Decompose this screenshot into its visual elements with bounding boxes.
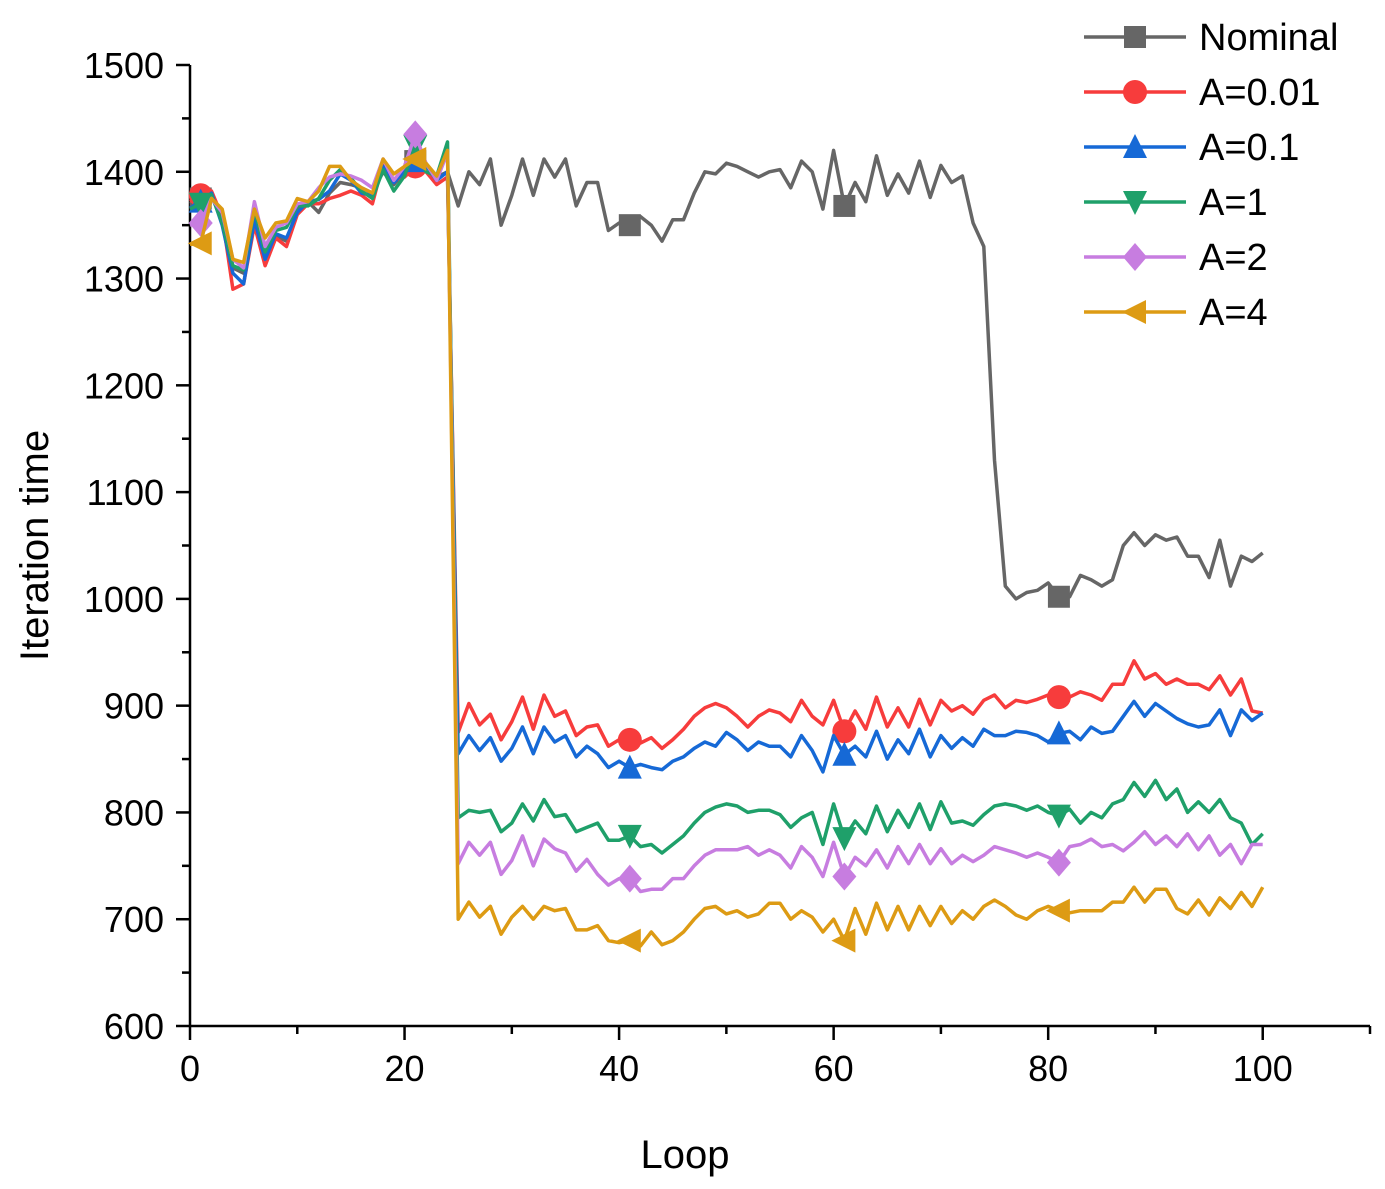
legend-item: A=4 — [1084, 292, 1268, 334]
legend-label: A=2 — [1199, 237, 1268, 279]
data-point-marker — [1046, 804, 1071, 829]
legend-item: Nominal — [1084, 17, 1338, 59]
legend-item: A=0.1 — [1084, 127, 1299, 169]
y-tick-label: 600 — [104, 1006, 164, 1047]
series-line — [189, 132, 1263, 894]
series-1 — [188, 154, 1264, 752]
data-point-marker — [617, 754, 642, 779]
axes: 0 20 40 60 80 100 600 700 800 900 1000 1100 1200 1300… — [84, 45, 1372, 1089]
y-tick-label: 1400 — [84, 152, 164, 193]
y-tick-label: 800 — [104, 792, 164, 833]
x-tick-label: 60 — [814, 1048, 854, 1089]
data-point-marker — [832, 862, 857, 891]
data-point-marker — [831, 928, 856, 953]
data-point-marker — [617, 727, 642, 752]
data-point-marker — [1046, 720, 1071, 745]
series-5 — [187, 146, 1265, 953]
series-line — [189, 161, 1264, 751]
data-point-marker — [403, 120, 428, 149]
y-axis-title: Iteration time — [13, 430, 57, 661]
legend: Nominal A=0.01 A=0.1 A=1 A=2 A=4 — [1084, 17, 1338, 334]
series-0 — [189, 148, 1264, 608]
x-tick-label: 40 — [599, 1048, 639, 1089]
x-tick-label: 20 — [385, 1048, 425, 1089]
data-point-marker — [617, 864, 642, 893]
legend-label: A=4 — [1199, 292, 1268, 334]
y-tick-label: 700 — [104, 899, 164, 940]
series-line — [189, 148, 1265, 948]
legend-item: A=1 — [1084, 182, 1268, 224]
data-point-marker — [832, 719, 857, 744]
x-axis-title: Loop — [641, 1133, 730, 1177]
legend-label: A=1 — [1199, 182, 1268, 224]
x-tick-label: 100 — [1233, 1048, 1293, 1089]
data-point-marker — [188, 192, 213, 217]
data-point-marker — [833, 194, 856, 217]
data-point-marker — [832, 741, 857, 766]
legend-label: A=0.01 — [1199, 72, 1321, 114]
data-point-marker — [618, 214, 641, 237]
legend-marker — [1123, 191, 1147, 215]
series-4 — [188, 120, 1263, 894]
y-tick-label: 1000 — [84, 579, 164, 620]
y-tick-label: 1100 — [87, 472, 164, 513]
series-line — [189, 148, 1264, 601]
data-point-marker — [1047, 585, 1070, 608]
legend-marker — [1123, 80, 1147, 104]
y-tick-label: 900 — [104, 686, 164, 727]
series-2 — [188, 148, 1264, 779]
data-point-marker — [1046, 848, 1071, 877]
legend-label: A=0.1 — [1199, 127, 1299, 169]
legend-label: Nominal — [1199, 17, 1338, 59]
data-point-marker — [402, 146, 427, 171]
plot-area — [187, 120, 1265, 953]
series-line — [189, 140, 1264, 855]
x-tick-label: 0 — [180, 1048, 200, 1089]
data-point-marker — [616, 928, 641, 953]
data-point-marker — [1046, 685, 1071, 710]
legend-item: A=0.01 — [1084, 72, 1321, 114]
data-point-marker — [617, 824, 642, 849]
legend-marker — [1122, 300, 1146, 324]
legend-marker — [1124, 26, 1146, 48]
data-point-marker — [187, 231, 212, 256]
y-tick-label: 1200 — [84, 365, 164, 406]
data-point-marker — [1045, 898, 1070, 923]
y-tick-label: 1500 — [84, 45, 164, 86]
x-tick-label: 80 — [1028, 1048, 1068, 1089]
legend-item: A=2 — [1084, 237, 1268, 279]
y-tick-label: 1300 — [84, 259, 164, 300]
series-3 — [188, 135, 1264, 855]
legend-marker — [1123, 134, 1147, 158]
series-line — [189, 159, 1264, 774]
data-point-marker — [832, 827, 857, 852]
legend-marker — [1123, 243, 1147, 271]
